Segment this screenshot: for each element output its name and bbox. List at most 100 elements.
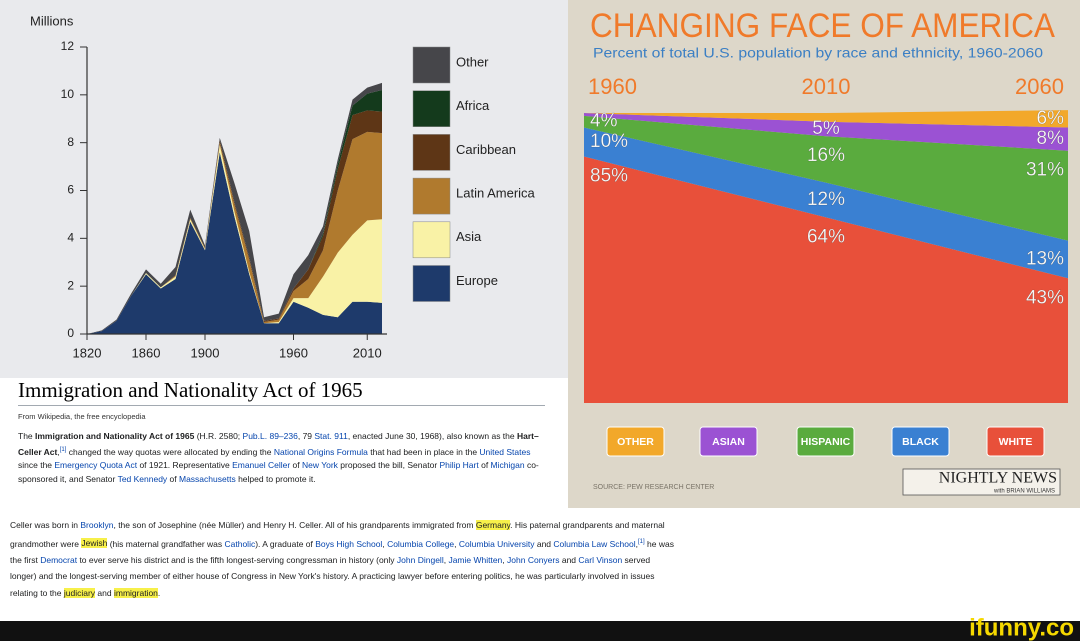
source: SOURCE: PEW RESEARCH CENTER — [593, 484, 714, 491]
area-band — [584, 127, 1068, 279]
y-tick-label: 6 — [67, 183, 74, 197]
x-tick-label: 1960 — [279, 345, 308, 360]
data-label: 43% — [1026, 287, 1064, 308]
link-run: Columbia College — [387, 538, 455, 549]
area-band — [584, 115, 1068, 241]
text-run: , — [454, 538, 459, 549]
x-tick-label: 1960 — [588, 74, 637, 99]
x-tick-label: 2010 — [802, 74, 851, 99]
text-run: , — [57, 446, 60, 457]
link-run: Michigan — [490, 460, 525, 471]
link-run: National Origins Formula — [273, 446, 368, 457]
legend-button — [796, 426, 855, 457]
chart-title: CHANGING FACE OF AMERICA — [590, 7, 1055, 45]
logo-box — [902, 468, 1061, 496]
sup-run: [1] — [637, 538, 645, 545]
text-run: , — [502, 554, 508, 565]
data-label: 4% — [590, 111, 618, 132]
logo-title: NIGHTLY NEWS — [939, 470, 1057, 487]
data-label: 12% — [807, 189, 845, 210]
highlight-run: Jewish — [81, 538, 108, 549]
legend-swatch — [412, 90, 451, 127]
text-run: proposed the bill, Senator — [337, 460, 440, 471]
text-run: of — [478, 460, 491, 471]
legend-label: OTHER — [617, 436, 654, 448]
legend-swatch — [412, 221, 451, 259]
data-label: 6% — [1037, 108, 1065, 129]
title-rule — [18, 405, 545, 406]
text-run: Celler was born in — [10, 520, 81, 530]
text-run: . His paternal grandparents and maternal… — [10, 520, 665, 549]
highlight-run: Germany — [475, 520, 511, 530]
logo-subtitle: with BRIAN WILLIAMS — [993, 489, 1055, 495]
legend-swatch — [412, 177, 451, 215]
text-run: and — [559, 554, 579, 565]
text-run: ). A graduate of — [255, 538, 316, 549]
text-run: , — [635, 538, 638, 549]
area-band — [87, 131, 382, 334]
link-run: Stat. — [314, 431, 332, 441]
link-run: Ted Kennedy — [117, 473, 168, 484]
x-tick-label: 2060 — [1015, 74, 1064, 99]
text-run: co-sponsored it, and Senator — [18, 460, 539, 484]
link-run: Philip Hart — [439, 460, 479, 471]
text-run: changed the way quotas were allocated by… — [66, 446, 274, 457]
text-run: to ever serve his district and is the fi… — [77, 554, 397, 565]
text-run: . — [157, 587, 161, 598]
area-band — [584, 110, 1068, 128]
link-run: Emanuel Celler — [232, 460, 291, 471]
legend-button — [699, 426, 758, 457]
y-tick-label: 10 — [61, 87, 75, 101]
paragraph: The Immigration and Nationality Act of 1… — [18, 430, 545, 486]
link-run: United States — [479, 446, 531, 457]
bold-run: Hart–Celler Act — [18, 431, 539, 457]
footer-bar — [0, 621, 1080, 641]
text-run: he was the first — [10, 538, 674, 565]
y-tick-label: 12 — [61, 39, 75, 53]
paragraph: Celler was born in Brooklyn, the son of … — [10, 517, 675, 601]
text-run: since the — [18, 460, 55, 471]
link-run: Democrat — [40, 554, 78, 565]
legend-button — [606, 426, 665, 457]
area-band — [87, 90, 382, 334]
legend-label: Africa — [456, 98, 490, 113]
link-run: Columbia Law School — [553, 538, 636, 549]
text-run: , — [382, 538, 388, 549]
legend-label: Europe — [456, 273, 498, 288]
y-tick-label: 2 — [67, 278, 74, 292]
text-run: of 1921. Representative — [137, 460, 233, 471]
legend-button — [986, 426, 1045, 457]
legend-label: Caribbean — [456, 142, 516, 157]
article-tagline: From Wikipedia, the free encyclopedia — [18, 412, 146, 421]
legend-label: HISPANIC — [801, 436, 851, 448]
text-run: and — [534, 538, 554, 549]
data-label: 16% — [807, 145, 845, 166]
area-band — [584, 156, 1068, 403]
legend-label: WHITE — [999, 436, 1033, 448]
y-tick-label: 8 — [67, 135, 74, 149]
x-tick-label: 1860 — [132, 345, 161, 360]
text-run: , 79 — [297, 431, 315, 441]
legend-label: BLACK — [902, 436, 939, 448]
text-run: that had been in place in the — [367, 446, 480, 457]
highlight-run: judiciary — [63, 587, 96, 598]
data-label: 13% — [1026, 248, 1064, 269]
text-run: and — [95, 587, 114, 598]
link-run: Pub.L. 89–236 — [242, 431, 298, 441]
sup-run: [1] — [59, 446, 67, 453]
area-band — [87, 152, 382, 334]
x-tick-label: 1820 — [73, 345, 102, 360]
legend-swatch — [412, 265, 451, 302]
text-run: (his maternal grandfather was — [107, 538, 225, 549]
link-run: Catholic — [224, 538, 256, 549]
data-label: 5% — [812, 118, 840, 139]
link-run: John Dingell — [396, 554, 444, 565]
data-label: 85% — [590, 166, 628, 187]
link-run: Brooklyn — [80, 520, 114, 530]
link-run: John Conyers — [507, 554, 560, 565]
link-run: 911 — [334, 431, 348, 441]
text-run: , the son of Josephine (née Müller) and … — [113, 520, 476, 530]
link-run: Boys High School — [315, 538, 383, 549]
chart-subtitle: Percent of total U.S. population by race… — [593, 45, 1043, 61]
